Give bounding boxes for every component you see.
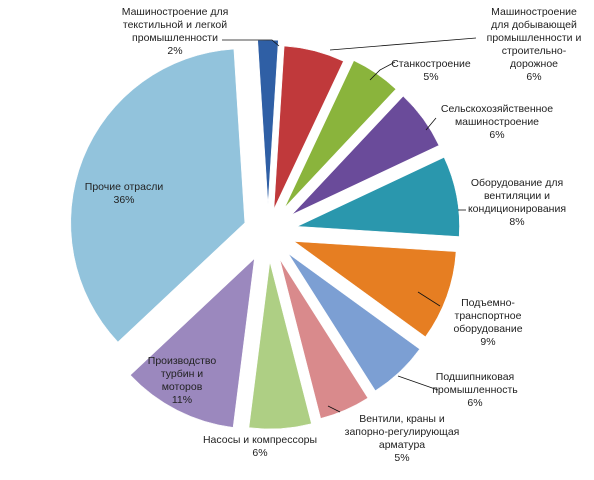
slice-percent-label: 5% xyxy=(394,452,409,464)
slice-percent-label: 8% xyxy=(509,216,524,228)
slice-label-line: Производство xyxy=(148,355,217,367)
leader-line xyxy=(369,61,396,81)
slice-label-line: транспортное xyxy=(455,310,522,322)
slice-label-line: текстильной и легкой xyxy=(123,19,227,31)
slice-label: Подшипниковая промышленность 6% xyxy=(432,371,518,409)
leader-line xyxy=(327,405,341,413)
slice-label-line: арматура xyxy=(379,439,425,451)
slice-label-line: моторов xyxy=(162,381,203,393)
slice-percent-label: 6% xyxy=(489,129,504,141)
pie-slice xyxy=(293,241,457,338)
pie-slice xyxy=(130,258,255,428)
slice-percent-label: 5% xyxy=(423,71,438,83)
slice-label-line: Машиностроение xyxy=(491,6,577,18)
slice-percent-label: 6% xyxy=(252,447,267,459)
slice-label-line: дорожное xyxy=(510,58,558,70)
pie-slice xyxy=(292,95,440,215)
slice-label: Машиностроение для добывающей промышленнос… xyxy=(487,6,582,83)
slice-label: Вентили, краны и запорно-регулирующая арма… xyxy=(345,413,460,464)
pie-slice xyxy=(284,60,397,208)
pie-slice xyxy=(248,261,312,430)
slice-label-line: оборудование xyxy=(453,323,522,335)
slice-label-line: вентиляции и xyxy=(484,190,550,202)
leader-line xyxy=(417,291,441,307)
slice-percent-label: 2% xyxy=(167,45,182,57)
slice-label-line: Машиностроение для xyxy=(122,6,229,18)
slice-label-line: промышленности и xyxy=(487,32,582,44)
slice-label-line: Прочие отрасли xyxy=(85,181,164,193)
slice-label: Сельскохозяйственное машиностроение 6% xyxy=(441,103,553,141)
slice-label-line: кондиционирования xyxy=(468,203,566,215)
pie-slice xyxy=(70,48,246,343)
leader-line xyxy=(425,117,437,131)
slice-label-line: запорно-регулирующая xyxy=(345,426,460,438)
slice-label: Машиностроение для текстильной и легкой пр… xyxy=(122,6,229,57)
slice-percent-label: 9% xyxy=(480,336,495,348)
slice-label-line: Насосы и компрессоры xyxy=(203,434,317,446)
slice-label-line: промышленность xyxy=(432,384,518,396)
pie-slice xyxy=(257,39,279,205)
slice-label-line: промышленности xyxy=(132,32,218,44)
slice-label-line: турбин и xyxy=(161,368,203,380)
slice-label-line: машиностроение xyxy=(455,116,539,128)
pie-slice xyxy=(273,45,344,209)
slice-label: Подъемно-транспортное оборудование 9% xyxy=(453,297,522,348)
leader-line xyxy=(397,375,439,391)
slice-label-line: для добывающей xyxy=(491,19,577,31)
slice-label-line: Сельскохозяйственное xyxy=(441,103,553,115)
slice-label-line: строительно- xyxy=(502,45,567,57)
slice-label-line: Оборудование для xyxy=(471,177,563,189)
slice-percent-label: 11% xyxy=(172,394,192,406)
slice-label: Производство турбин и моторов 11% xyxy=(148,355,217,406)
slice-label-line: Подшипниковая xyxy=(436,371,514,383)
slice-label: Насосы и компрессоры 6% xyxy=(203,434,317,459)
slice-label-line: Станкостроение xyxy=(391,58,471,70)
slice-label-line: Подъемно- xyxy=(461,297,515,309)
slice-label: Оборудование для вентиляции и кондициониро… xyxy=(468,177,566,228)
slice-percent-label: 36% xyxy=(113,194,134,206)
pie-slice xyxy=(288,253,420,391)
leader-line xyxy=(222,39,280,47)
slice-percent-label: 6% xyxy=(467,397,482,409)
pie-slice xyxy=(279,259,369,419)
pie-slice xyxy=(297,157,460,237)
slice-label-line: Вентили, краны и xyxy=(359,413,445,425)
slice-label: Станкостроение 5% xyxy=(391,58,471,83)
leader-line xyxy=(329,37,477,51)
slice-percent-label: 6% xyxy=(526,71,541,83)
slice-label: Прочие отрасли 36% xyxy=(85,181,164,206)
